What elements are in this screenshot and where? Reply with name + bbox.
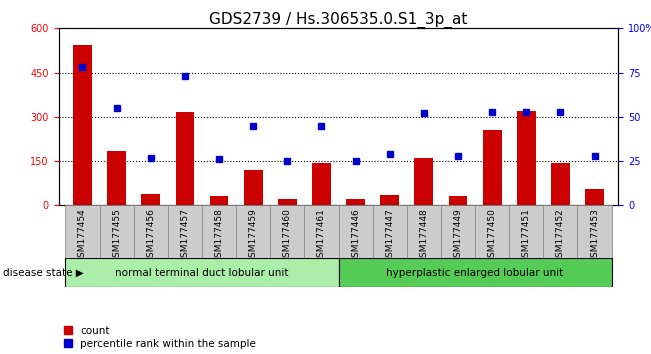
- Text: GSM177460: GSM177460: [283, 208, 292, 263]
- FancyBboxPatch shape: [100, 205, 133, 258]
- Legend: count, percentile rank within the sample: count, percentile rank within the sample: [64, 326, 256, 349]
- FancyBboxPatch shape: [168, 205, 202, 258]
- Text: GSM177451: GSM177451: [522, 208, 531, 263]
- FancyBboxPatch shape: [339, 205, 372, 258]
- FancyBboxPatch shape: [407, 205, 441, 258]
- Bar: [141, 194, 160, 205]
- FancyBboxPatch shape: [441, 205, 475, 258]
- Bar: [312, 162, 331, 205]
- FancyBboxPatch shape: [544, 205, 577, 258]
- Text: GSM177456: GSM177456: [146, 208, 155, 263]
- Text: GSM177452: GSM177452: [556, 208, 565, 263]
- Bar: [449, 196, 467, 205]
- FancyBboxPatch shape: [236, 205, 270, 258]
- Title: GDS2739 / Hs.306535.0.S1_3p_at: GDS2739 / Hs.306535.0.S1_3p_at: [210, 12, 467, 28]
- Text: GSM177455: GSM177455: [112, 208, 121, 263]
- Text: GSM177459: GSM177459: [249, 208, 258, 263]
- Bar: [483, 130, 501, 205]
- Text: disease state ▶: disease state ▶: [3, 268, 84, 278]
- FancyBboxPatch shape: [577, 205, 612, 258]
- FancyBboxPatch shape: [305, 205, 339, 258]
- Text: GSM177453: GSM177453: [590, 208, 599, 263]
- FancyBboxPatch shape: [475, 205, 509, 258]
- Bar: [210, 196, 229, 205]
- Bar: [176, 113, 194, 205]
- Text: GSM177446: GSM177446: [351, 208, 360, 263]
- Text: GSM177461: GSM177461: [317, 208, 326, 263]
- FancyBboxPatch shape: [270, 205, 305, 258]
- Bar: [73, 45, 92, 205]
- Bar: [585, 189, 604, 205]
- Text: GSM177457: GSM177457: [180, 208, 189, 263]
- Text: GSM177450: GSM177450: [488, 208, 497, 263]
- Bar: [551, 162, 570, 205]
- Text: GSM177449: GSM177449: [454, 208, 462, 263]
- Bar: [380, 195, 399, 205]
- Text: normal terminal duct lobular unit: normal terminal duct lobular unit: [115, 268, 289, 278]
- Text: hyperplastic enlarged lobular unit: hyperplastic enlarged lobular unit: [387, 268, 564, 278]
- Bar: [346, 199, 365, 205]
- Text: GSM177447: GSM177447: [385, 208, 395, 263]
- FancyBboxPatch shape: [372, 205, 407, 258]
- Bar: [517, 111, 536, 205]
- FancyBboxPatch shape: [509, 205, 544, 258]
- Text: GSM177458: GSM177458: [215, 208, 223, 263]
- Text: GSM177454: GSM177454: [78, 208, 87, 263]
- FancyBboxPatch shape: [133, 205, 168, 258]
- Bar: [107, 151, 126, 205]
- Bar: [243, 170, 262, 205]
- FancyBboxPatch shape: [202, 205, 236, 258]
- FancyBboxPatch shape: [339, 258, 612, 287]
- Bar: [278, 199, 297, 205]
- FancyBboxPatch shape: [65, 205, 100, 258]
- Bar: [415, 158, 434, 205]
- FancyBboxPatch shape: [65, 258, 339, 287]
- Text: GSM177448: GSM177448: [419, 208, 428, 263]
